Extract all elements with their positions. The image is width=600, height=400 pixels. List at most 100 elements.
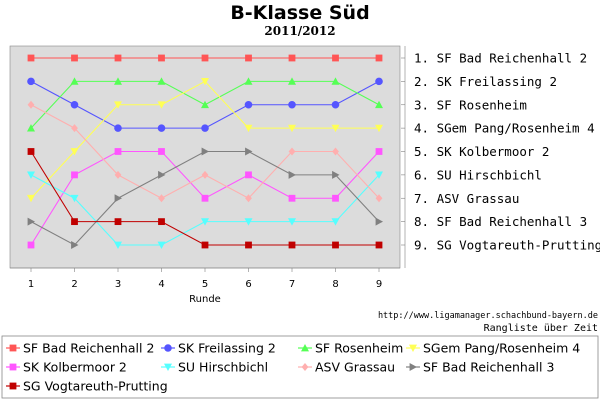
legend-label: SG Vogtareuth-Prutting — [23, 379, 168, 394]
data-point — [114, 101, 122, 109]
legend-marker — [164, 363, 172, 371]
ranking-label: 8. SF Bad Reichenhall 3 — [414, 214, 587, 229]
legend-label: SF Bad Reichenhall 2 — [23, 341, 154, 356]
data-point — [158, 148, 165, 155]
legend-label: ASV Grassau — [315, 360, 395, 375]
x-tick-group: 1 2 3 4 5 6 7 8 9 — [28, 268, 382, 290]
legend-item: SK Freilassing 2 — [161, 341, 276, 356]
ranking-labels: 1. SF Bad Reichenhall 2 2. SK Freilassing… — [414, 51, 600, 253]
legend-marker — [301, 363, 309, 371]
data-point — [244, 124, 253, 133]
legend-item: SG Vogtareuth-Prutting — [6, 379, 168, 394]
data-point — [114, 124, 122, 132]
data-point — [332, 54, 339, 62]
x-tick-label: 9 — [376, 279, 382, 290]
data-point — [245, 171, 252, 179]
data-point — [201, 54, 209, 62]
legend-label: SU Hirschbichl — [178, 360, 268, 375]
ranking-label: 3. SF Rosenheim — [414, 97, 527, 112]
legend-label: SK Freilassing 2 — [178, 341, 276, 356]
data-point — [158, 170, 166, 179]
series-8 — [27, 147, 383, 249]
series-1 — [27, 54, 383, 62]
data-point — [27, 171, 35, 179]
series-2 — [27, 77, 383, 132]
data-point — [157, 77, 166, 85]
legend-marker — [9, 344, 17, 352]
data-point — [244, 77, 253, 85]
data-point — [157, 241, 166, 249]
data-point — [70, 148, 79, 156]
data-point — [70, 194, 79, 203]
legend-marker — [9, 382, 17, 390]
data-point — [288, 218, 296, 226]
x-tick-label: 5 — [202, 279, 208, 290]
legend-label: SK Kolbermoor 2 — [23, 360, 127, 375]
legend-marker — [164, 344, 172, 352]
series-5 — [27, 148, 383, 249]
data-point — [201, 194, 209, 202]
legend-marker — [9, 363, 17, 371]
data-point — [288, 77, 296, 85]
data-point — [157, 101, 166, 109]
data-point — [375, 217, 383, 226]
data-point — [288, 54, 296, 62]
data-point — [201, 170, 209, 179]
legend-item: ASV Grassau — [298, 360, 395, 375]
data-point — [27, 194, 35, 203]
data-point — [375, 241, 383, 249]
data-point — [288, 147, 296, 156]
x-tick-label: 8 — [332, 279, 338, 290]
data-point — [288, 124, 296, 133]
chart-subtitle: 2011/2012 — [264, 24, 335, 38]
data-point — [375, 148, 383, 155]
series-9 — [27, 148, 383, 249]
data-point — [245, 241, 252, 249]
data-point — [201, 124, 209, 132]
data-point — [71, 124, 78, 133]
data-point — [288, 100, 296, 109]
data-point — [288, 241, 296, 249]
data-point — [201, 218, 209, 226]
data-point — [71, 54, 78, 62]
ranking-label: 9. SG Vogtareuth-Prutting — [414, 238, 600, 253]
legend-label: SF Rosenheim — [315, 341, 403, 356]
data-point — [71, 171, 78, 179]
data-point — [331, 124, 340, 133]
legend-item: SU Hirschbichl — [161, 360, 268, 375]
data-point — [27, 100, 35, 109]
data-point — [245, 194, 252, 203]
legend-item: SF Rosenheim — [298, 341, 403, 356]
data-point — [27, 148, 35, 155]
data-point — [27, 54, 35, 62]
data-point — [27, 77, 35, 86]
ranking-label: 6. SU Hirschbichl — [414, 167, 542, 182]
series-6 — [27, 171, 383, 249]
data-point — [201, 100, 209, 109]
data-point — [114, 194, 122, 203]
series-3 — [27, 77, 383, 132]
series-7 — [27, 100, 383, 203]
data-point — [158, 194, 165, 203]
legend-marker — [409, 344, 417, 352]
x-tick-label: 2 — [71, 279, 77, 290]
legend-item: SF Bad Reichenhall 2 — [6, 341, 154, 356]
x-tick-label: 7 — [289, 279, 295, 290]
legend-label: SGem Pang/Rosenheim 4 — [423, 341, 580, 356]
legend-marker — [301, 344, 309, 352]
data-point — [288, 170, 296, 179]
source-url: http://www.ligamanager.schachbund-bayern… — [378, 311, 598, 321]
data-point — [244, 218, 253, 226]
data-point — [332, 194, 339, 202]
x-tick-label: 6 — [245, 279, 251, 290]
data-point — [70, 100, 79, 109]
data-point — [201, 147, 209, 156]
ranking-label: 1. SF Bad Reichenhall 2 — [414, 51, 587, 66]
data-point — [331, 77, 340, 85]
data-point — [114, 241, 122, 249]
data-point — [27, 217, 35, 226]
data-point — [201, 77, 209, 86]
data-point — [201, 241, 209, 249]
data-point — [27, 124, 35, 132]
data-point — [245, 54, 252, 62]
